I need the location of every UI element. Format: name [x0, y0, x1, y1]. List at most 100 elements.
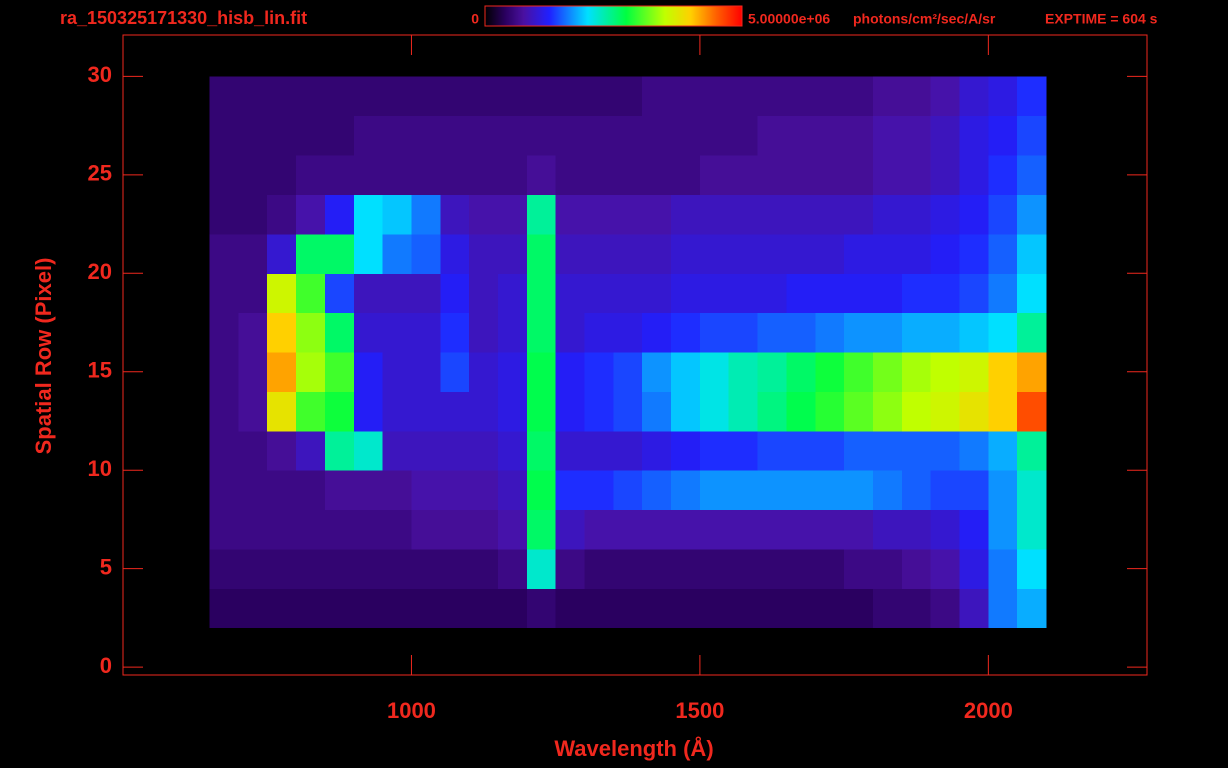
heatmap-cell — [382, 470, 412, 511]
heatmap-cell — [699, 273, 730, 314]
heatmap-cell — [555, 312, 586, 353]
heatmap-cell — [526, 588, 557, 629]
heatmap-cell — [728, 352, 759, 392]
heatmap-cell — [844, 509, 874, 550]
heatmap-cell — [1017, 352, 1047, 392]
heatmap-cell — [440, 312, 470, 353]
heatmap-cell — [209, 588, 239, 629]
heatmap-cell — [815, 233, 845, 274]
heatmap-cell — [353, 470, 384, 511]
heatmap-cell — [872, 548, 903, 589]
heatmap-cell — [613, 430, 643, 471]
heatmap-cell — [353, 588, 384, 629]
heatmap-cell — [296, 76, 326, 117]
heatmap-cell — [699, 509, 730, 550]
heatmap-cell — [930, 194, 961, 235]
heatmap-cell — [728, 548, 759, 589]
heatmap-cell — [844, 352, 874, 392]
heatmap-cell — [930, 233, 961, 274]
heatmap-cell — [382, 391, 412, 432]
heatmap-cell — [440, 509, 470, 550]
heatmap-cell — [844, 470, 874, 511]
heatmap-cell — [786, 588, 816, 629]
heatmap-cell — [526, 430, 557, 471]
heatmap-cell — [267, 76, 297, 117]
heatmap-cell — [526, 391, 557, 432]
heatmap-cell — [209, 194, 239, 235]
heatmap-cell — [440, 233, 470, 274]
heatmap-cell — [872, 233, 903, 274]
heatmap-cell — [786, 115, 816, 156]
x-tick-label: 2000 — [964, 698, 1013, 723]
colorbar — [484, 5, 743, 27]
heatmap-cell — [296, 430, 326, 471]
heatmap-cell — [959, 115, 989, 156]
heatmap-cell — [584, 76, 614, 117]
heatmap-cell — [786, 233, 816, 274]
heatmap-cell — [901, 470, 932, 511]
heatmap-cell — [959, 233, 989, 274]
heatmap-cell — [757, 115, 787, 156]
heatmap-cell — [440, 470, 470, 511]
heatmap-cell — [815, 391, 845, 432]
heatmap-cell — [497, 391, 528, 432]
heatmap-cell — [209, 273, 239, 314]
heatmap-cell — [267, 430, 297, 471]
heatmap-cell — [642, 588, 672, 629]
heatmap-cell — [642, 470, 672, 511]
heatmap-cell — [1017, 76, 1047, 117]
heatmap-cell — [382, 588, 412, 629]
heatmap-cell — [497, 588, 528, 629]
heatmap-cell — [324, 352, 355, 392]
heatmap-cell — [671, 115, 701, 156]
heatmap-cell — [555, 233, 586, 274]
heatmap-cell — [1017, 115, 1047, 156]
heatmap-cell — [901, 273, 932, 314]
heatmap-cell — [642, 155, 672, 196]
heatmap-cell — [613, 155, 643, 196]
heatmap-cell — [411, 391, 441, 432]
heatmap-cell — [209, 470, 239, 511]
heatmap-cell — [324, 155, 355, 196]
heatmap-cell — [497, 233, 528, 274]
heatmap-cell — [844, 194, 874, 235]
heatmap-cell — [757, 588, 787, 629]
heatmap-cell — [815, 273, 845, 314]
heatmap-cell — [411, 76, 441, 117]
heatmap-cell — [382, 76, 412, 117]
heatmap-cell — [930, 155, 961, 196]
heatmap-cell — [469, 115, 499, 156]
heatmap-cell — [411, 273, 441, 314]
heatmap-cell — [786, 76, 816, 117]
heatmap-cell — [1017, 430, 1047, 471]
heatmap-cell — [786, 470, 816, 511]
heatmap-cell — [324, 115, 355, 156]
heatmap-cell — [988, 76, 1018, 117]
heatmap-cell — [296, 115, 326, 156]
heatmap-cell — [959, 509, 989, 550]
heatmap-cell — [267, 155, 297, 196]
heatmap-cell — [815, 548, 845, 589]
heatmap-cell — [584, 194, 614, 235]
heatmap-cell — [440, 430, 470, 471]
heatmap-cell — [584, 391, 614, 432]
heatmap-cell — [815, 155, 845, 196]
heatmap-cell — [930, 588, 961, 629]
heatmap-cell — [699, 233, 730, 274]
heatmap-cell — [959, 430, 989, 471]
heatmap-cell — [411, 155, 441, 196]
heatmap-cell — [728, 509, 759, 550]
heatmap-cell — [613, 115, 643, 156]
heatmap-cell — [728, 312, 759, 353]
heatmap-cell — [209, 391, 239, 432]
heatmap-cell — [238, 470, 268, 511]
heatmap-cell — [786, 548, 816, 589]
heatmap-cell — [411, 509, 441, 550]
heatmap-cell — [671, 509, 701, 550]
heatmap-cell — [555, 391, 586, 432]
heatmap-cell — [988, 233, 1018, 274]
heatmap-cell — [613, 470, 643, 511]
heatmap-cell — [844, 588, 874, 629]
heatmap-cell — [786, 352, 816, 392]
heatmap-cell — [872, 273, 903, 314]
